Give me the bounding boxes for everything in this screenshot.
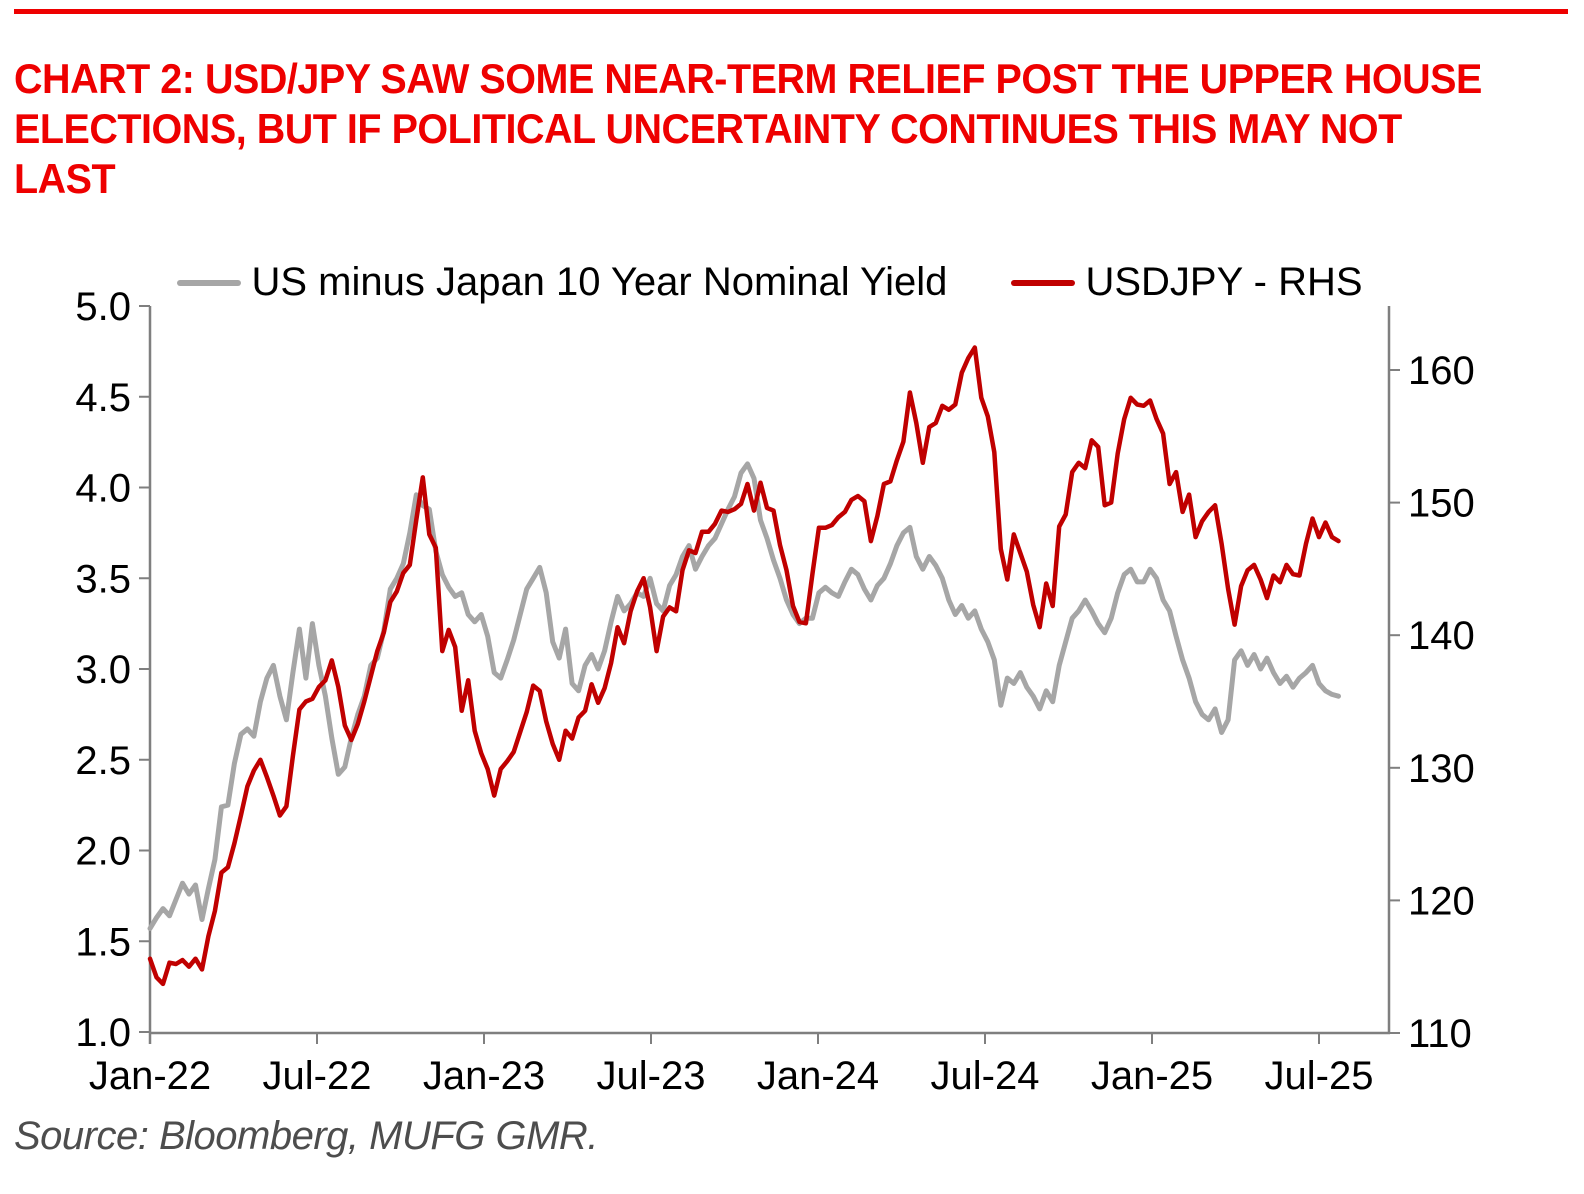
legend-item-yield-spread: US minus Japan 10 Year Nominal Yield bbox=[177, 260, 947, 305]
x-axis-tick-label: Jul-23 bbox=[597, 1054, 706, 1098]
left-axis-tick-label: 1.0 bbox=[75, 1011, 131, 1055]
left-axis-tick-label: 2.0 bbox=[75, 830, 131, 874]
left-axis-ticks: 1.0 1.5 2.0 2.5 3.0 3.5 4.0 4.5 5.0 bbox=[75, 285, 150, 1055]
source-note: Source: Bloomberg, MUFG GMR. bbox=[14, 1114, 598, 1158]
yield-spread-line-swatch bbox=[177, 279, 242, 286]
yield-spread-series-line bbox=[147, 461, 1341, 931]
title-line-1: CHART 2: USD/JPY SAW SOME NEAR-TERM RELI… bbox=[14, 55, 1482, 102]
right-axis-tick-label: 160 bbox=[1408, 349, 1475, 393]
x-axis-tick-label: Jan-22 bbox=[89, 1054, 211, 1098]
right-axis-tick-label: 140 bbox=[1408, 614, 1475, 658]
right-axis-ticks: 110 120 130 140 150 160 bbox=[1389, 349, 1475, 1056]
top-red-rule bbox=[14, 9, 1568, 14]
x-axis-tick-label: Jan-23 bbox=[423, 1054, 545, 1098]
right-axis-tick-label: 130 bbox=[1408, 747, 1475, 791]
x-axis-tick-label: Jul-25 bbox=[1265, 1054, 1374, 1098]
usdjpy-line-swatch bbox=[1011, 279, 1076, 286]
x-axis-tick-label: Jan-24 bbox=[757, 1054, 879, 1098]
right-axis-tick-label: 120 bbox=[1408, 879, 1475, 923]
left-axis-tick-label: 5.0 bbox=[75, 285, 131, 329]
left-axis-tick-label: 1.5 bbox=[75, 920, 131, 964]
title-line-2: ELECTIONS, BUT IF POLITICAL UNCERTAINTY … bbox=[14, 105, 1402, 152]
page-title: CHART 2: USD/JPY SAW SOME NEAR-TERM RELI… bbox=[14, 54, 1584, 204]
series-lines bbox=[147, 345, 1341, 987]
usdjpy-series-line bbox=[147, 345, 1341, 987]
left-axis-tick-label: 4.0 bbox=[75, 467, 131, 511]
x-axis-ticks: Jan-22 Jul-22 Jan-23 Jul-23 Jan-24 Jul-24 Jan-… bbox=[89, 1033, 1374, 1098]
x-axis-tick-label: Jul-24 bbox=[931, 1054, 1040, 1098]
legend-item-usdjpy: USDJPY - RHS bbox=[1011, 260, 1363, 305]
left-axis-tick-label: 4.5 bbox=[75, 376, 131, 420]
legend: US minus Japan 10 Year Nominal Yield USD… bbox=[150, 260, 1390, 305]
right-axis-tick-label: 150 bbox=[1408, 482, 1475, 526]
left-axis-tick-label: 3.5 bbox=[75, 557, 131, 601]
x-axis-tick-label: Jul-22 bbox=[263, 1054, 372, 1098]
legend-label-yield-spread: US minus Japan 10 Year Nominal Yield bbox=[251, 260, 948, 304]
left-axis-tick-label: 2.5 bbox=[75, 739, 131, 783]
right-axis-tick-label: 110 bbox=[1408, 1012, 1472, 1056]
x-axis-tick-label: Jan-25 bbox=[1091, 1054, 1213, 1098]
left-axis-tick-label: 3.0 bbox=[75, 648, 131, 692]
legend-label-usdjpy: USDJPY - RHS bbox=[1085, 260, 1363, 304]
title-line-3: LAST bbox=[14, 155, 116, 202]
